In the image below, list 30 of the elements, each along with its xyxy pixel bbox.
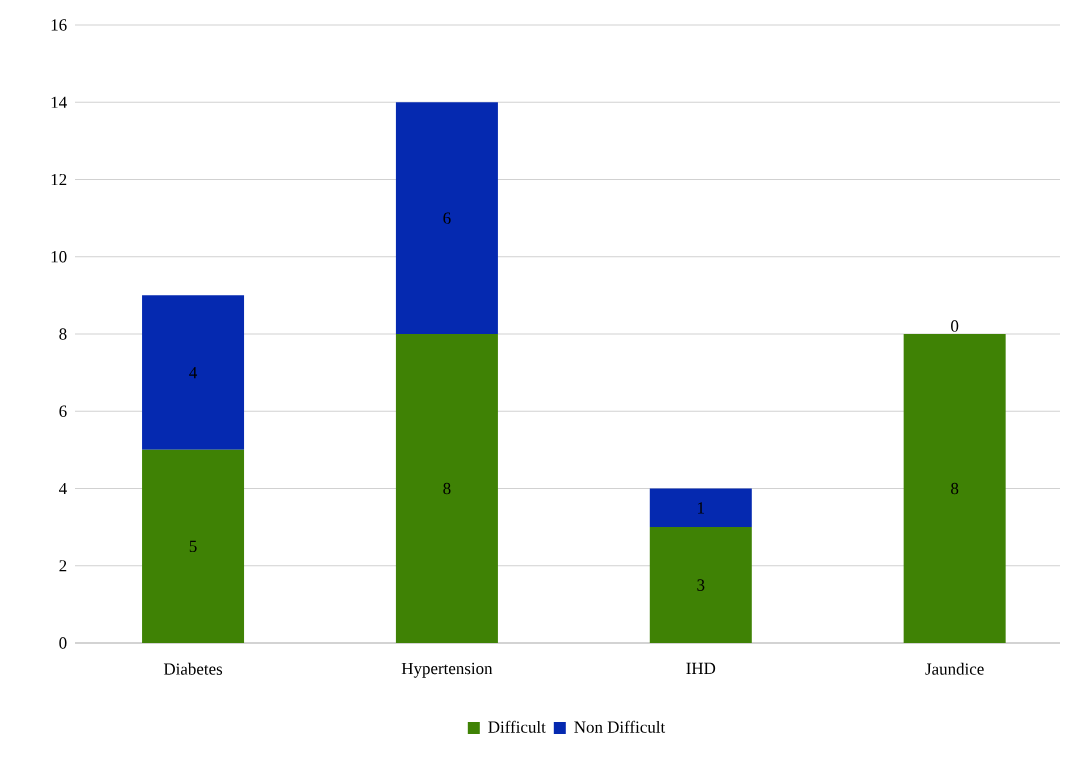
- bar: [142, 449, 245, 643]
- bar: [649, 488, 752, 528]
- bar: [395, 102, 498, 334]
- y-tick-label: 16: [51, 19, 67, 31]
- data-label: 4: [189, 367, 198, 379]
- y-tick-label: 12: [51, 173, 67, 186]
- legend-label: Difficult: [488, 720, 546, 733]
- bar: [903, 334, 1006, 643]
- y-tick-label: 10: [51, 251, 67, 263]
- x-tick-label: Hypertension: [401, 662, 493, 678]
- bar: [142, 295, 245, 450]
- x-tick-label: Jaundice: [925, 662, 984, 675]
- data-label: 5: [189, 540, 197, 553]
- data-label: 0: [951, 320, 959, 332]
- x-tick-label: IHD: [686, 662, 716, 674]
- legend-label: Non Difficult: [574, 720, 666, 733]
- y-tick-label: 4: [59, 482, 67, 495]
- y-tick-label: 0: [59, 637, 67, 649]
- y-tick-label: 6: [59, 405, 67, 417]
- bar: [395, 334, 498, 643]
- y-tick-label: 8: [59, 328, 67, 340]
- data-label: 8: [951, 482, 959, 495]
- y-tick-label: 14: [51, 96, 67, 108]
- data-label: 1: [698, 502, 705, 514]
- x-tick-label: Diabetes: [163, 662, 223, 675]
- data-label: 6: [443, 212, 451, 224]
- data-label: 3: [697, 579, 705, 591]
- data-label: 8: [443, 482, 451, 495]
- y-tick-label: 2: [59, 560, 67, 572]
- bar: [649, 527, 752, 643]
